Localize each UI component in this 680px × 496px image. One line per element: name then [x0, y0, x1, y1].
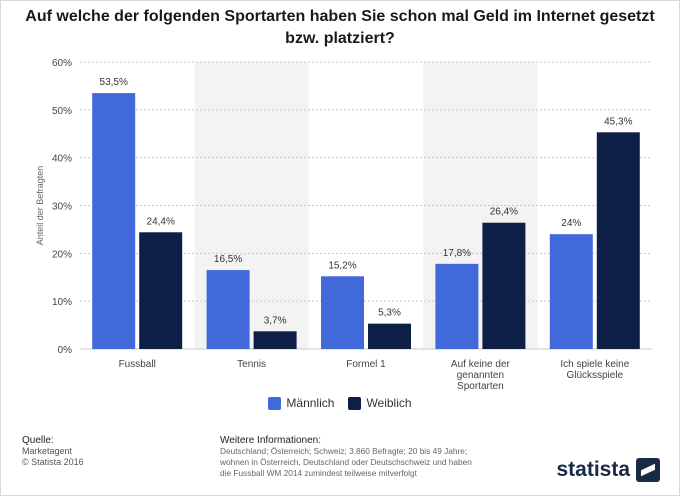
source-info: Quelle: Marketagent © Statista 2016: [22, 435, 84, 468]
data-label: 17,8%: [443, 248, 471, 259]
bar-weiblich-2[interactable]: [368, 323, 411, 349]
data-label: 5,3%: [378, 308, 401, 319]
bar-maennlich-2[interactable]: [321, 276, 364, 349]
data-label: 3,7%: [264, 315, 287, 326]
x-tick-label: Auf keine der genannten Sportarten: [451, 359, 511, 392]
statista-logo[interactable]: statista: [556, 458, 660, 482]
data-label: 15,2%: [328, 260, 356, 271]
bar-weiblich-4[interactable]: [596, 132, 640, 349]
legend-item-maennlich[interactable]: Männlich: [268, 396, 334, 410]
y-axis-label: Anteil der Befragten: [35, 166, 45, 246]
statista-logo-text: statista: [556, 458, 630, 481]
bar-maennlich-1[interactable]: [206, 270, 250, 349]
y-tick-label: 10%: [52, 297, 72, 308]
legend-label-maennlich: Männlich: [286, 396, 335, 410]
y-tick-label: 20%: [52, 249, 72, 260]
data-label: 24%: [561, 218, 581, 229]
bar-chart: 0% 10% 20% 30% 40% 50% 60% Anteil der Befragten…: [35, 58, 652, 392]
bar-weiblich-0[interactable]: [139, 232, 183, 349]
bar-maennlich-3[interactable]: [435, 263, 479, 349]
additional-info: Weitere Informationen: Deutschland; Öste…: [220, 435, 520, 479]
legend-label-weiblich: Weiblich: [366, 396, 412, 410]
data-label: 53,5%: [100, 77, 128, 88]
legend-swatch-weiblich: [348, 396, 362, 410]
source-heading: Quelle:: [22, 435, 54, 446]
source-line-2[interactable]: © Statista 2016: [22, 457, 84, 467]
bar-maennlich-4[interactable]: [549, 234, 593, 349]
y-tick-label: 30%: [52, 202, 72, 213]
statista-logo-icon: [636, 458, 660, 482]
x-tick-label: Ich spiele keine Glücksspiele: [560, 359, 629, 381]
source-line-1: Marketagent: [22, 446, 73, 456]
additional-info-line-1: Deutschland; Österreich; Schweiz; 3.860 …: [220, 446, 468, 456]
additional-info-line-2: wohnen in Österreich, Deutschland oder D…: [220, 457, 472, 467]
y-tick-label: 50%: [52, 106, 72, 117]
data-label: 45,3%: [604, 116, 632, 127]
additional-info-line-3: die Fussball WM 2014 zumindest teilweise…: [220, 468, 417, 478]
bar-maennlich-0[interactable]: [92, 93, 136, 349]
data-label: 16,5%: [214, 254, 242, 265]
y-tick-label: 0%: [58, 345, 73, 356]
bar-weiblich-3[interactable]: [482, 222, 526, 349]
bar-weiblich-1[interactable]: [253, 331, 297, 349]
x-tick-label: Tennis: [237, 359, 266, 370]
x-tick-label: Fussball: [119, 359, 156, 370]
chart-title: Auf welche der folgenden Sportarten habe…: [25, 8, 655, 47]
y-tick-label: 40%: [52, 154, 72, 165]
x-tick-label: Formel 1: [346, 359, 386, 370]
legend: Männlich Weiblich: [0, 396, 680, 410]
y-tick-label: 60%: [52, 58, 72, 69]
legend-item-weiblich[interactable]: Weiblich: [348, 396, 412, 410]
additional-info-heading[interactable]: Weitere Informationen:: [220, 435, 321, 446]
data-label: 26,4%: [490, 207, 518, 218]
legend-swatch-maennlich: [268, 396, 282, 410]
data-label: 24,4%: [147, 216, 175, 227]
